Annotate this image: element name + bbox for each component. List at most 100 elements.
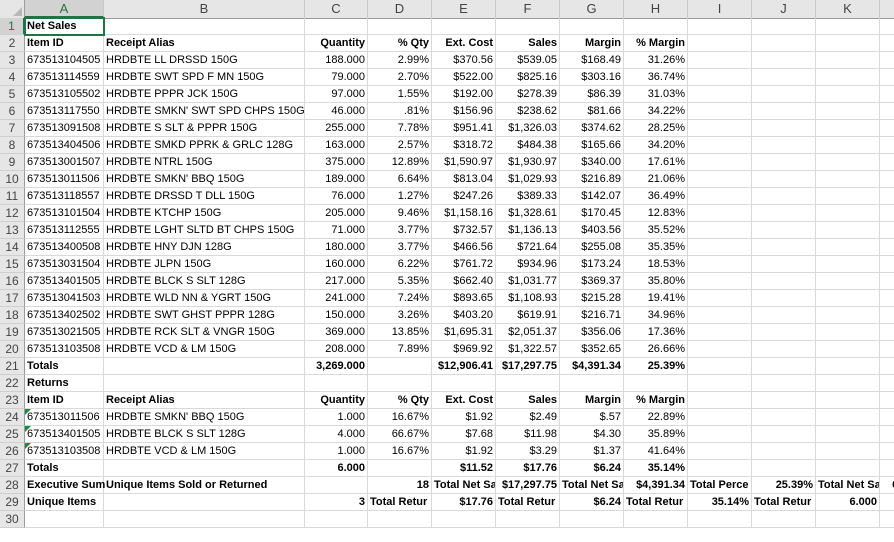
cell-j8[interactable] — [752, 137, 816, 154]
cell-l26[interactable] — [880, 443, 894, 460]
cell-j20[interactable] — [752, 341, 816, 358]
cell-b7[interactable]: HRDBTE S SLT & PPPR 150G — [104, 120, 305, 137]
cell-e3[interactable]: $370.56 — [432, 52, 496, 69]
cell-i15[interactable] — [688, 256, 752, 273]
cell-h22[interactable] — [624, 375, 688, 392]
cell-b28[interactable]: Unique Items Sold or Returned — [104, 477, 305, 494]
cell-i8[interactable] — [688, 137, 752, 154]
cell-j16[interactable] — [752, 273, 816, 290]
column-header-j[interactable]: J — [752, 0, 816, 18]
cell-e18[interactable]: $403.20 — [432, 307, 496, 324]
cell-g15[interactable]: $173.24 — [560, 256, 624, 273]
cell-h28[interactable]: $4,391.34 — [624, 477, 688, 494]
cell-a30[interactable] — [25, 511, 104, 528]
cell-j12[interactable] — [752, 205, 816, 222]
cell-a28[interactable]: Executive Sum — [25, 477, 105, 494]
cell-g30[interactable] — [560, 511, 624, 528]
cell-b11[interactable]: HRDBTE DRSSD T DLL 150G — [104, 188, 305, 205]
cell-h27[interactable]: 35.14% — [624, 460, 688, 477]
cell-g12[interactable]: $170.45 — [560, 205, 624, 222]
cell-i13[interactable] — [688, 222, 752, 239]
cell-h3[interactable]: 31.26% — [624, 52, 688, 69]
cell-h15[interactable]: 18.53% — [624, 256, 688, 273]
cell-k28[interactable]: Total Net Sa — [816, 477, 880, 494]
cell-g11[interactable]: $142.07 — [560, 188, 624, 205]
column-header-f[interactable]: F — [496, 0, 560, 18]
cell-g14[interactable]: $255.08 — [560, 239, 624, 256]
cell-k16[interactable] — [816, 273, 880, 290]
cell-a4[interactable]: 673513114559 — [25, 69, 104, 86]
column-header-g[interactable]: G — [560, 0, 624, 18]
cell-g7[interactable]: $374.62 — [560, 120, 624, 137]
cell-h7[interactable]: 28.25% — [624, 120, 688, 137]
cell-l21[interactable] — [880, 358, 894, 375]
cell-a12[interactable]: 673513101504 — [25, 205, 104, 222]
cell-e16[interactable]: $662.40 — [432, 273, 496, 290]
cell-l17[interactable] — [880, 290, 894, 307]
cell-a17[interactable]: 673513041503 — [25, 290, 104, 307]
cell-a9[interactable]: 673513001507 — [25, 154, 104, 171]
cell-i1[interactable] — [688, 18, 752, 35]
row-header-29[interactable]: 29 — [0, 494, 25, 511]
cell-h5[interactable]: 31.03% — [624, 86, 688, 103]
cell-d29[interactable]: Total Retur — [368, 494, 432, 511]
cell-j28[interactable]: 25.39% — [752, 477, 816, 494]
cell-a10[interactable]: 673513011506 — [25, 171, 104, 188]
cell-k15[interactable] — [816, 256, 880, 273]
cell-b4[interactable]: HRDBTE SWT SPD F MN 150G — [104, 69, 305, 86]
cell-f30[interactable] — [496, 511, 560, 528]
cell-k25[interactable] — [816, 426, 880, 443]
cell-i29[interactable]: 35.14% — [688, 494, 752, 511]
cell-f28[interactable]: $17,297.75 — [496, 477, 560, 494]
cell-a5[interactable]: 673513105502 — [25, 86, 104, 103]
row-header-27[interactable]: 27 — [0, 460, 25, 477]
cell-l11[interactable] — [880, 188, 894, 205]
cell-f7[interactable]: $1,326.03 — [496, 120, 560, 137]
cell-h1[interactable] — [624, 18, 688, 35]
row-header-23[interactable]: 23 — [0, 392, 25, 409]
cell-e17[interactable]: $893.65 — [432, 290, 496, 307]
cell-k23[interactable] — [816, 392, 880, 409]
cell-j25[interactable] — [752, 426, 816, 443]
cell-i16[interactable] — [688, 273, 752, 290]
cell-a8[interactable]: 673513404506 — [25, 137, 104, 154]
cell-j30[interactable] — [752, 511, 816, 528]
cell-l25[interactable] — [880, 426, 894, 443]
cell-f19[interactable]: $2,051.37 — [496, 324, 560, 341]
cell-c21[interactable]: 3,269.000 — [305, 358, 368, 375]
row-header-13[interactable]: 13 — [0, 222, 25, 239]
cell-j27[interactable] — [752, 460, 816, 477]
cell-d20[interactable]: 7.89% — [368, 341, 432, 358]
row-header-10[interactable]: 10 — [0, 171, 25, 188]
cell-i30[interactable] — [688, 511, 752, 528]
cell-f21[interactable]: $17,297.75 — [496, 358, 560, 375]
cell-k7[interactable] — [816, 120, 880, 137]
cell-g19[interactable]: $356.06 — [560, 324, 624, 341]
cell-d6[interactable]: .81% — [368, 103, 432, 120]
cell-e15[interactable]: $761.72 — [432, 256, 496, 273]
cell-j17[interactable] — [752, 290, 816, 307]
cell-h20[interactable]: 26.66% — [624, 341, 688, 358]
cell-a23[interactable]: Item ID — [25, 392, 104, 409]
cell-c17[interactable]: 241.000 — [305, 290, 368, 307]
cell-b19[interactable]: HRDBTE RCK SLT & VNGR 150G — [104, 324, 305, 341]
cell-h14[interactable]: 35.35% — [624, 239, 688, 256]
cell-d23[interactable]: % Qty — [368, 392, 432, 409]
cell-l8[interactable] — [880, 137, 894, 154]
cell-c6[interactable]: 46.000 — [305, 103, 368, 120]
cell-f13[interactable]: $1,136.13 — [496, 222, 560, 239]
cell-i20[interactable] — [688, 341, 752, 358]
cell-e13[interactable]: $732.57 — [432, 222, 496, 239]
cell-g25[interactable]: $4.30 — [560, 426, 624, 443]
cell-h11[interactable]: 36.49% — [624, 188, 688, 205]
cell-d11[interactable]: 1.27% — [368, 188, 432, 205]
row-header-15[interactable]: 15 — [0, 256, 25, 273]
cell-l16[interactable] — [880, 273, 894, 290]
cell-g21[interactable]: $4,391.34 — [560, 358, 624, 375]
cell-c22[interactable] — [305, 375, 368, 392]
cell-f9[interactable]: $1,930.97 — [496, 154, 560, 171]
cell-l28[interactable]: 6,449.000 — [880, 477, 894, 494]
row-header-16[interactable]: 16 — [0, 273, 25, 290]
cell-f10[interactable]: $1,029.93 — [496, 171, 560, 188]
cell-d25[interactable]: 66.67% — [368, 426, 432, 443]
